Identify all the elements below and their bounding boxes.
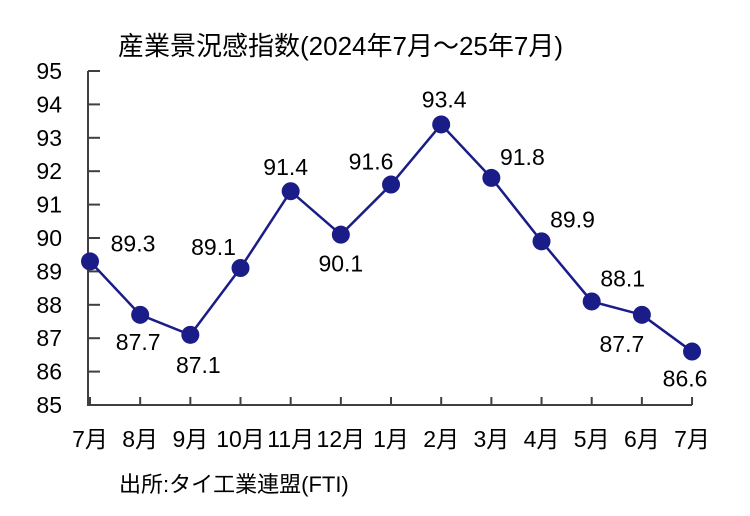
y-axis-label: 87: [36, 325, 62, 351]
data-point-label: 87.1: [176, 352, 221, 378]
data-point-marker: [632, 305, 651, 324]
y-axis-label: 92: [36, 158, 62, 184]
data-point-label: 87.7: [116, 329, 161, 355]
data-point-label: 91.4: [263, 154, 308, 180]
x-axis-label: 6月: [624, 426, 660, 452]
source-note: 出所:タイ工業連盟(FTI): [119, 472, 349, 497]
x-axis-label: 9月: [172, 426, 208, 452]
y-axis-label: 86: [36, 359, 62, 385]
data-point-label: 86.6: [663, 366, 708, 392]
data-point-label: 90.1: [318, 251, 363, 277]
data-point-label: 87.7: [599, 331, 644, 357]
data-point-marker: [582, 292, 601, 311]
data-point-label: 91.8: [500, 144, 545, 170]
y-axis-label: 85: [36, 392, 62, 418]
y-axis-label: 95: [36, 58, 62, 84]
data-point-marker: [482, 168, 501, 187]
x-axis-label: 12月: [317, 426, 366, 452]
x-axis-label: 3月: [473, 426, 509, 452]
x-axis-label: 11月: [267, 426, 314, 452]
x-axis-label: 5月: [574, 426, 610, 452]
data-point-label: 93.4: [422, 86, 467, 112]
x-axis-label: 4月: [524, 426, 560, 452]
y-axis-label: 88: [36, 292, 62, 318]
y-axis-label: 93: [36, 125, 62, 151]
y-axis-label: 89: [36, 258, 62, 284]
y-axis-label: 90: [36, 225, 62, 251]
data-point-marker: [181, 325, 200, 344]
data-point-marker: [281, 182, 300, 201]
x-axis-label: 7月: [674, 426, 710, 452]
data-point-marker: [683, 342, 702, 361]
y-axis-label: 94: [36, 91, 62, 117]
x-axis-label: 2月: [423, 426, 459, 452]
data-point-label: 88.1: [600, 265, 645, 291]
x-axis-label: 10月: [216, 426, 265, 452]
data-point-label: 91.6: [349, 149, 394, 175]
x-axis-label: 8月: [122, 426, 158, 452]
data-point-marker: [331, 225, 350, 244]
data-point-marker: [131, 305, 150, 324]
data-point-marker: [382, 175, 401, 194]
data-point-marker: [432, 115, 451, 134]
data-point-marker: [532, 232, 551, 251]
x-axis-label: 7月: [72, 426, 108, 452]
x-axis-label: 1月: [373, 426, 409, 452]
chart-title: 産業景況感指数(2024年7月～25年7月): [118, 31, 563, 61]
y-axis-label: 91: [36, 192, 62, 218]
data-point-label: 89.3: [111, 230, 156, 256]
data-point-marker: [81, 252, 99, 271]
data-point-marker: [231, 259, 250, 278]
data-point-label: 89.1: [191, 234, 236, 260]
data-point-label: 89.9: [550, 206, 595, 232]
